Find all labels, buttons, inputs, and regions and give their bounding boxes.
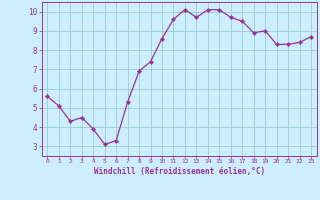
X-axis label: Windchill (Refroidissement éolien,°C): Windchill (Refroidissement éolien,°C) — [94, 167, 265, 176]
